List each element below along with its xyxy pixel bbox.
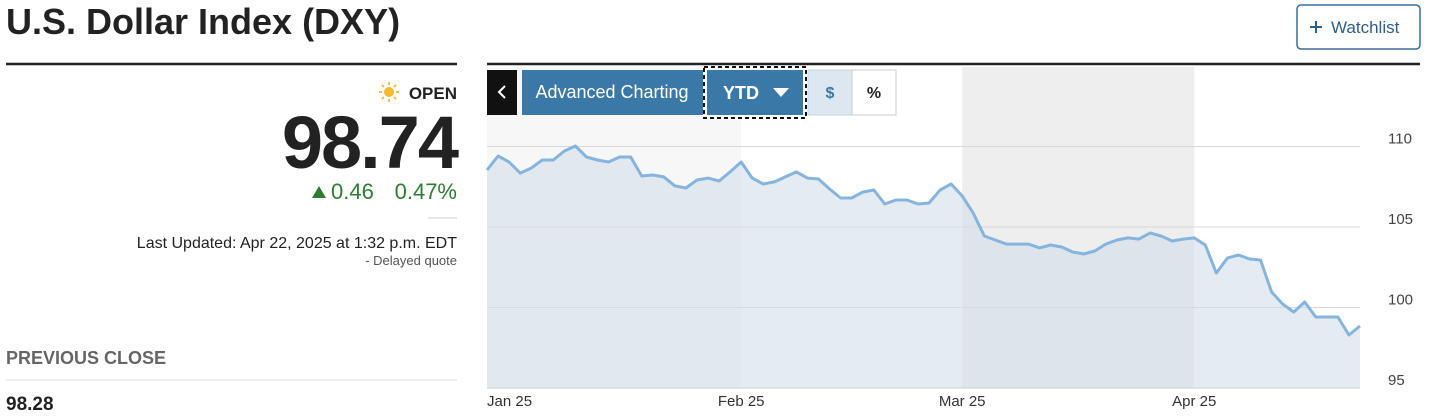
advanced-charting-button[interactable]: Advanced Charting bbox=[522, 70, 703, 115]
x-tick-label: Jan 25 bbox=[487, 393, 532, 410]
x-tick-label: Mar 25 bbox=[939, 393, 986, 410]
button-frame bbox=[707, 70, 803, 115]
last-updated: Last Updated: Apr 22, 2025 at 1:32 p.m. … bbox=[137, 235, 457, 252]
x-tick-label: Feb 25 bbox=[718, 393, 765, 410]
y-tick-label: 100 bbox=[1388, 292, 1413, 309]
button-frame bbox=[522, 70, 703, 115]
button-label: Advanced Charting bbox=[535, 82, 688, 102]
chart: 95 100 105 110 Jan 25 Feb 25 Mar 25 Apr 25 bbox=[485, 67, 1413, 410]
line bbox=[485, 144, 1361, 337]
percent-toggle[interactable]: % bbox=[851, 69, 897, 116]
sun-rays bbox=[379, 82, 399, 102]
delay-note: - Delayed quote bbox=[365, 253, 457, 268]
dollar-toggle[interactable]: $ bbox=[807, 69, 853, 116]
focus-outline bbox=[703, 66, 807, 119]
x-tick-label: Apr 25 bbox=[1172, 393, 1216, 410]
y-tick-label: 110 bbox=[1388, 131, 1412, 148]
sun-core bbox=[384, 87, 394, 97]
change: 0.46 bbox=[331, 179, 374, 204]
sun-icon bbox=[379, 82, 399, 102]
button-label: YTD bbox=[723, 83, 759, 103]
button-label: $ bbox=[826, 85, 835, 102]
page-title: U.S. Dollar Index (DXY) bbox=[6, 1, 400, 42]
range-dropdown[interactable]: YTD bbox=[703, 66, 807, 119]
chart-controls: Advanced Charting YTD $ % bbox=[487, 66, 897, 119]
button-label: % bbox=[867, 85, 881, 102]
watchlist-button[interactable]: Watchlist bbox=[1296, 4, 1421, 50]
button-frame bbox=[807, 69, 853, 116]
button-frame bbox=[487, 70, 517, 115]
up-arrow bbox=[312, 186, 326, 198]
button-label: Watchlist bbox=[1331, 18, 1400, 37]
previous-close-label: PREVIOUS CLOSE bbox=[6, 348, 166, 368]
button-frame bbox=[1296, 4, 1421, 50]
y-tick-label: 105 bbox=[1388, 211, 1413, 228]
chevron-icon bbox=[497, 85, 506, 99]
y-tick-label: 95 bbox=[1388, 372, 1405, 389]
collapse-button[interactable] bbox=[487, 70, 517, 115]
previous-close: 98.28 bbox=[6, 394, 54, 415]
market-status: OPEN bbox=[409, 84, 457, 103]
dropdown-icon bbox=[773, 88, 789, 97]
button-frame bbox=[851, 69, 897, 116]
price: 98.74 bbox=[282, 101, 459, 184]
plus-icon bbox=[1310, 21, 1322, 33]
area bbox=[487, 146, 1360, 388]
change-percent: 0.47% bbox=[395, 179, 457, 204]
